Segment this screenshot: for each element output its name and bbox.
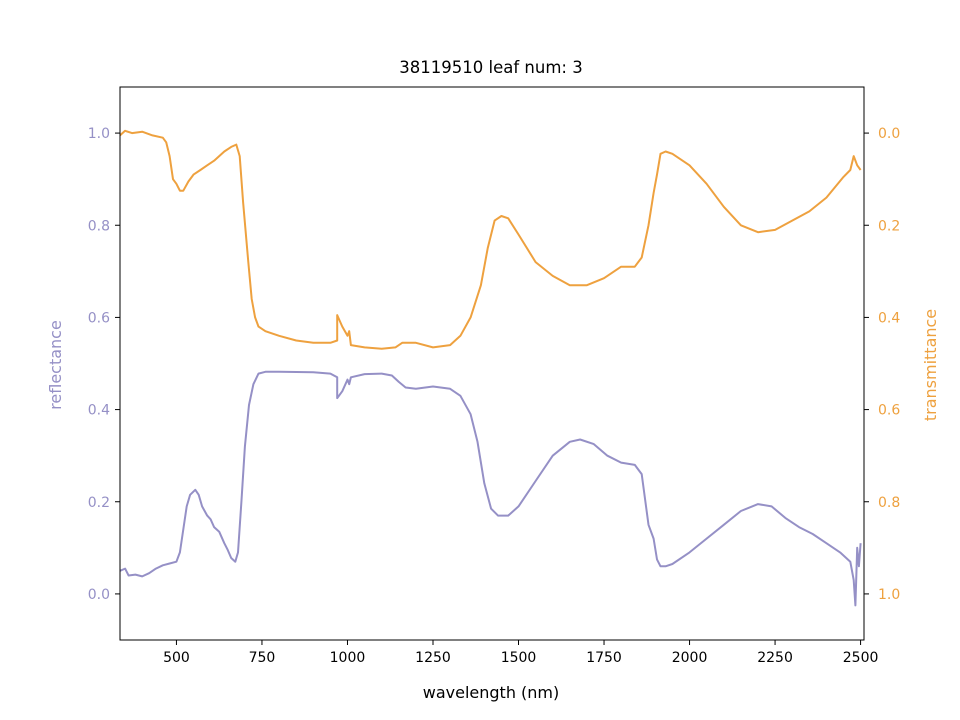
left-y-axis-label: reflectance [46, 320, 65, 410]
left-y-tick-label: 0.8 [88, 218, 110, 234]
left-y-tick-label: 0.4 [88, 403, 110, 419]
right-y-axis: 0.0 0.2 0.4 0.6 0.8 1.0 [864, 126, 900, 603]
reflectance-line [120, 370, 862, 607]
x-axis-label: wavelength (nm) [423, 683, 560, 702]
x-tick-label: 1750 [586, 650, 622, 666]
x-tick-label: 500 [163, 650, 190, 666]
x-tick-label: 1250 [415, 650, 451, 666]
x-tick-label: 2000 [672, 650, 708, 666]
x-tick-label: 1000 [330, 650, 366, 666]
left-y-tick-label: 1.0 [88, 126, 110, 142]
transmittance-line [120, 129, 862, 350]
right-y-tick-label: 0.6 [878, 403, 900, 419]
x-tick-label: 2250 [757, 650, 793, 666]
chart-title: 38119510 leaf num: 3 [399, 58, 582, 77]
right-y-tick-label: 0.2 [878, 218, 900, 234]
x-axis: 500 750 1000 1250 1500 1750 2000 2250 2500 [163, 640, 878, 666]
right-y-tick-label: 0.8 [878, 495, 900, 511]
left-y-tick-label: 0.2 [88, 495, 110, 511]
right-y-axis-label: transmittance [921, 309, 940, 421]
left-y-tick-label: 0.0 [88, 587, 110, 603]
right-y-tick-label: 0.0 [878, 126, 900, 142]
left-y-axis: 0.0 0.2 0.4 0.6 0.8 1.0 [88, 126, 120, 603]
series-layer [120, 129, 862, 607]
plot-frame [119, 86, 865, 641]
x-tick-label: 1500 [501, 650, 537, 666]
x-tick-label: 2500 [843, 650, 879, 666]
x-tick-label: 750 [249, 650, 276, 666]
left-y-tick-label: 0.6 [88, 310, 110, 326]
right-y-tick-label: 0.4 [878, 310, 900, 326]
right-y-tick-label: 1.0 [878, 587, 900, 603]
